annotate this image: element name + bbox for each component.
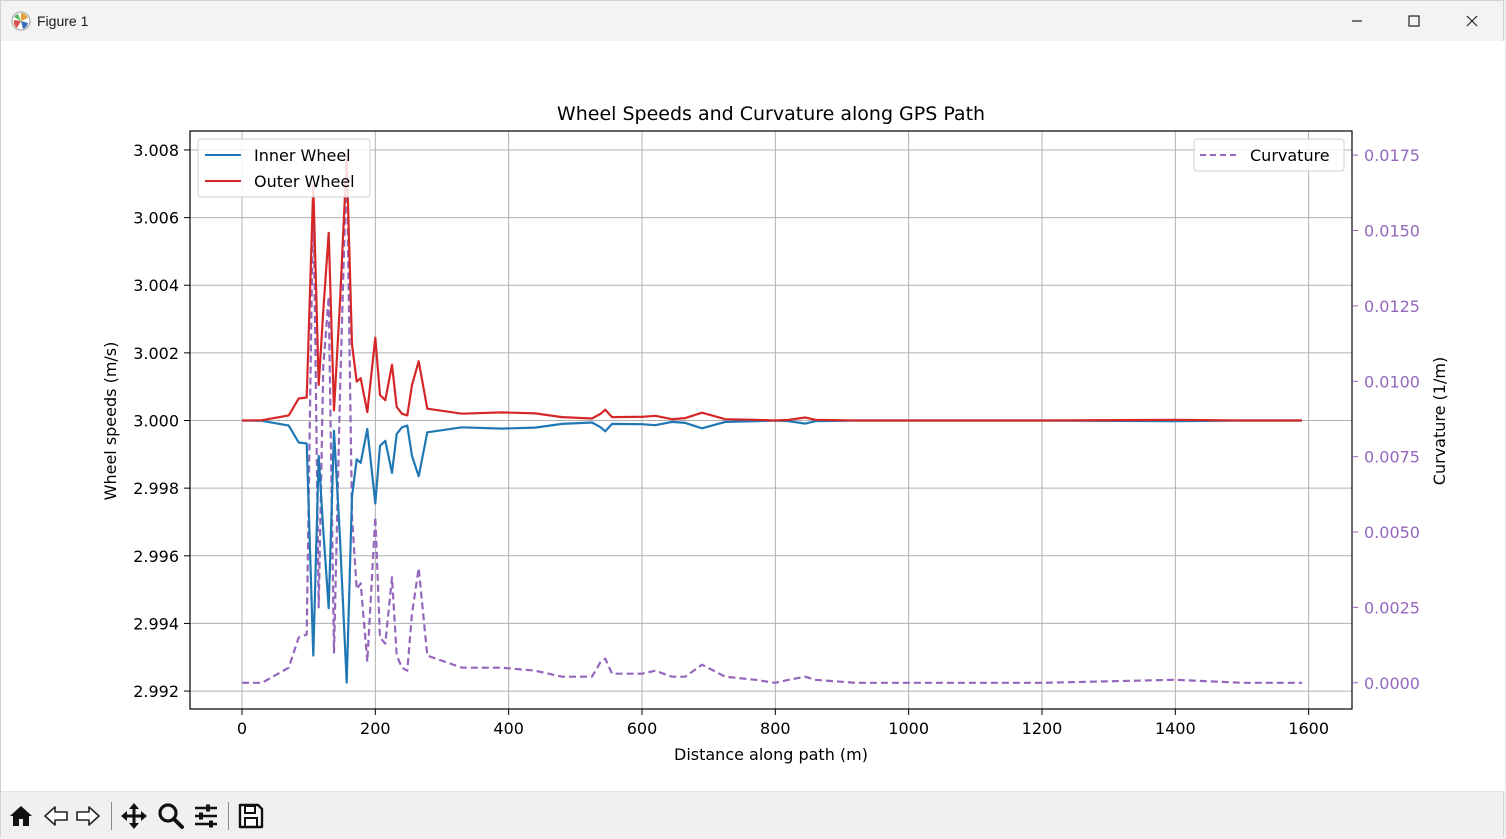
x-tick-label: 1000 (888, 719, 929, 738)
legend-right: Curvature (1193, 138, 1345, 172)
y-tick-label: 3.000 (133, 412, 179, 431)
save-button[interactable] (236, 801, 266, 831)
x-axis-label: Distance along path (m) (674, 745, 868, 764)
zoom-button[interactable] (156, 801, 186, 831)
pan-move-icon (121, 803, 147, 829)
series-layer (241, 154, 1302, 684)
y-tick-label: 2.994 (133, 614, 179, 633)
sliders-icon (195, 804, 217, 828)
x-tick-label: 800 (760, 719, 791, 738)
back-arrow-icon (44, 806, 68, 826)
y2-tick-label: 0.0150 (1364, 221, 1420, 240)
x-tick-label: 400 (493, 719, 524, 738)
y2-axis-label: Curvature (1/m) (1430, 357, 1449, 485)
y2-tick-label: 0.0075 (1364, 448, 1420, 467)
matplotlib-logo-icon (11, 11, 31, 31)
x-tick-label: 1400 (1155, 719, 1196, 738)
legend-outer-label: Outer Wheel (254, 172, 355, 191)
y-tick-label: 2.992 (133, 682, 179, 701)
y-tick-label: 2.998 (133, 479, 179, 498)
back-button[interactable] (41, 801, 71, 831)
legend-left: Inner Wheel Outer Wheel (197, 138, 371, 198)
window-title: Figure 1 (37, 13, 89, 29)
x-tick-label: 0 (237, 719, 247, 738)
x-tick-label: 600 (627, 719, 658, 738)
y2-tick-label: 0.0000 (1364, 674, 1420, 693)
y-tick-label: 2.996 (133, 547, 179, 566)
y2-tick-label: 0.0175 (1364, 146, 1420, 165)
toolbar-separator (111, 802, 112, 830)
save-floppy-icon (238, 803, 264, 829)
configure-subplots-button[interactable] (191, 801, 221, 831)
x-tick-label: 1600 (1288, 719, 1329, 738)
forward-button[interactable] (73, 801, 103, 831)
navigation-toolbar (1, 791, 1503, 839)
y2-tick-label: 0.0050 (1364, 523, 1420, 542)
series-line-outer-wheel (241, 157, 1302, 422)
home-icon (10, 806, 32, 826)
legend-right-box (1193, 138, 1345, 172)
title-bar: Figure 1 (1, 1, 1503, 42)
y-axis-left: 2.992 2.994 2.996 2.998 3.000 3.002 3.004 3.006… (133, 141, 190, 701)
y2-tick-label: 0.0100 (1364, 372, 1420, 391)
maximize-icon (1408, 15, 1420, 27)
x-axis: 0 200 400 600 800 1000 1200 1400 1600 (237, 709, 1329, 738)
forward-arrow-icon (76, 806, 100, 826)
home-button[interactable] (6, 801, 36, 831)
y-tick-label: 3.006 (133, 209, 179, 228)
x-tick-label: 1200 (1022, 719, 1063, 738)
figure-canvas[interactable]: 0 200 400 600 800 1000 1200 1400 1600 2.992 2.994… (1, 41, 1505, 791)
minimize-icon (1352, 20, 1362, 22)
series-line-curvature (242, 154, 1302, 684)
y2-tick-label: 0.0125 (1364, 297, 1420, 316)
y-axis-label: Wheel speeds (m/s) (101, 342, 120, 501)
minimize-button[interactable] (1328, 1, 1386, 41)
toolbar-separator (228, 802, 229, 830)
y2-tick-label: 0.0025 (1364, 598, 1420, 617)
x-tick-label: 200 (360, 719, 391, 738)
legend-left-box (197, 138, 371, 198)
legend-curvature-label: Curvature (1250, 146, 1330, 165)
legend-inner-label: Inner Wheel (254, 146, 351, 165)
chart-title: Wheel Speeds and Curvature along GPS Pat… (557, 103, 985, 125)
y-tick-label: 3.008 (133, 141, 179, 160)
y-axis-right: 0.0000 0.0025 0.0050 0.0075 0.0100 0.0125 0.01… (1352, 146, 1420, 693)
plot-frame (189, 130, 1353, 710)
close-button[interactable] (1443, 1, 1501, 41)
chart: 0 200 400 600 800 1000 1200 1400 1600 2.992 2.994… (101, 103, 1449, 764)
pan-button[interactable] (119, 801, 149, 831)
y-tick-label: 3.004 (133, 276, 179, 295)
y-tick-label: 3.002 (133, 344, 179, 363)
series-line-inner-wheel (241, 419, 1302, 684)
maximize-button[interactable] (1385, 1, 1443, 41)
zoom-magnifier-icon (158, 803, 184, 829)
close-icon (1466, 15, 1478, 27)
